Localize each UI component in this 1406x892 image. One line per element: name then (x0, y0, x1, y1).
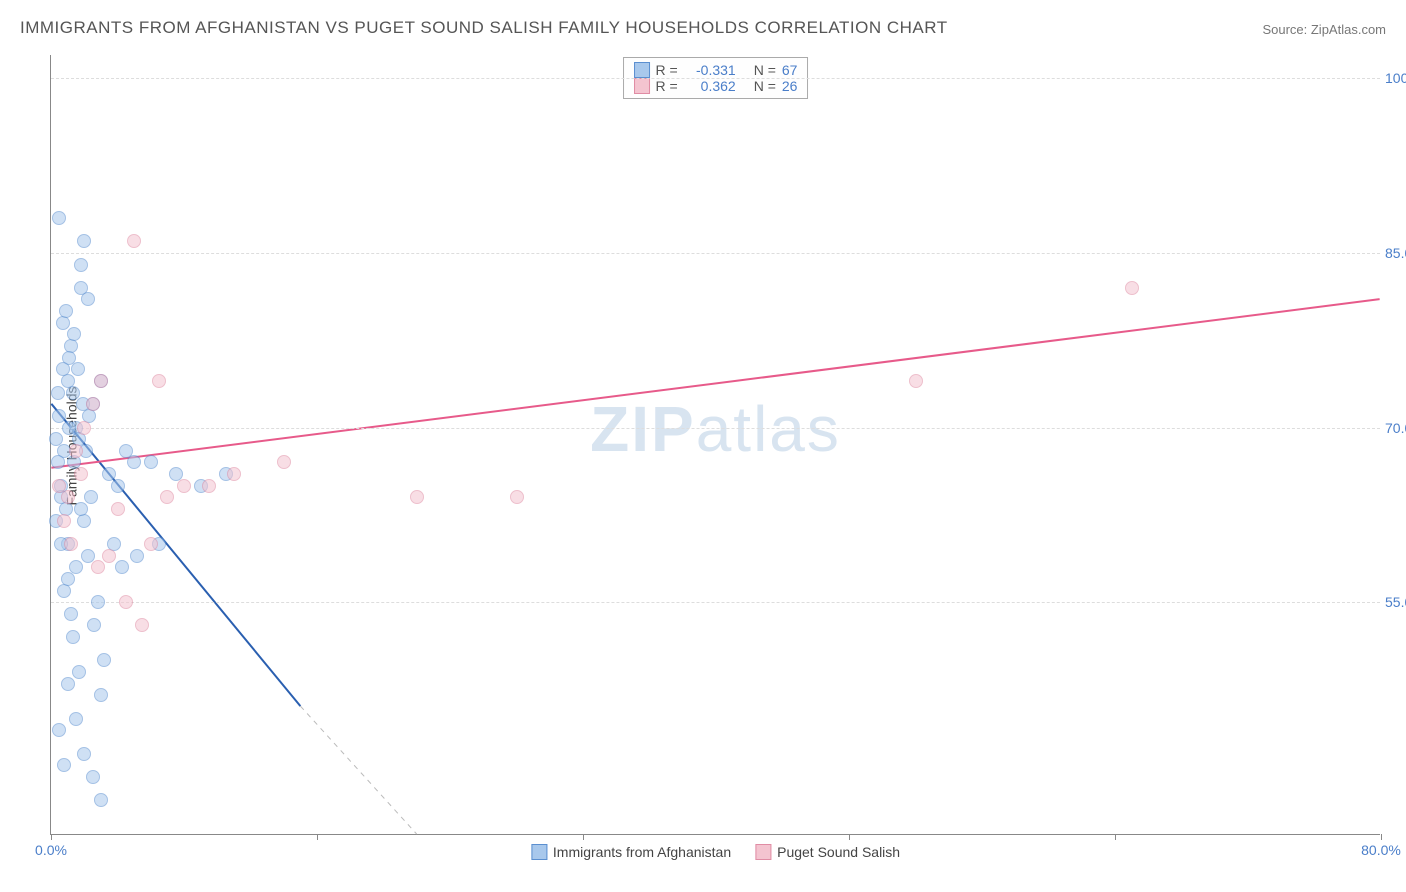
data-point (77, 234, 91, 248)
data-point (81, 549, 95, 563)
x-tick-mark (51, 834, 52, 840)
source-label: Source: ZipAtlas.com (1262, 22, 1386, 37)
data-point (62, 421, 76, 435)
data-point (130, 549, 144, 563)
legend-swatch (755, 844, 771, 860)
data-point (72, 665, 86, 679)
data-point (144, 537, 158, 551)
data-point (84, 490, 98, 504)
watermark: ZIPatlas (590, 392, 841, 466)
data-point (77, 421, 91, 435)
data-point (77, 747, 91, 761)
data-point (227, 467, 241, 481)
x-tick-mark (849, 834, 850, 840)
chart-title: IMMIGRANTS FROM AFGHANISTAN VS PUGET SOU… (20, 18, 948, 38)
data-point (111, 502, 125, 516)
x-tick-mark (1115, 834, 1116, 840)
data-point (152, 374, 166, 388)
legend-series: Immigrants from Afghanistan Puget Sound S… (531, 844, 900, 860)
data-point (52, 409, 66, 423)
data-point (61, 490, 75, 504)
data-point (510, 490, 524, 504)
x-tick-mark (583, 834, 584, 840)
legend-item: Immigrants from Afghanistan (531, 844, 731, 860)
y-tick-label: 100.0% (1385, 70, 1406, 86)
x-tick-label: 0.0% (35, 842, 67, 858)
legend-swatch (634, 78, 650, 94)
legend-item: Puget Sound Salish (755, 844, 900, 860)
y-tick-label: 55.0% (1385, 594, 1406, 610)
data-point (135, 618, 149, 632)
gridline-h (51, 253, 1380, 254)
data-point (66, 386, 80, 400)
data-point (64, 607, 78, 621)
x-tick-mark (1381, 834, 1382, 840)
data-point (94, 374, 108, 388)
data-point (277, 455, 291, 469)
data-point (52, 723, 66, 737)
data-point (69, 712, 83, 726)
data-point (127, 455, 141, 469)
trend-lines (51, 55, 1380, 834)
data-point (74, 258, 88, 272)
data-point (52, 211, 66, 225)
data-point (115, 560, 129, 574)
plot-area: ZIPatlas R =-0.331N =67R =0.362N =26 Imm… (50, 55, 1380, 835)
data-point (97, 653, 111, 667)
data-point (91, 560, 105, 574)
gridline-h (51, 602, 1380, 603)
data-point (202, 479, 216, 493)
data-point (61, 572, 75, 586)
data-point (94, 688, 108, 702)
data-point (74, 502, 88, 516)
data-point (86, 770, 100, 784)
legend-row: R =0.362N =26 (634, 78, 798, 94)
data-point (61, 677, 75, 691)
data-point (67, 327, 81, 341)
data-point (160, 490, 174, 504)
legend-swatch (531, 844, 547, 860)
data-point (909, 374, 923, 388)
data-point (56, 362, 70, 376)
data-point (69, 444, 83, 458)
data-point (177, 479, 191, 493)
x-tick-mark (317, 834, 318, 840)
legend-row: R =-0.331N =67 (634, 62, 798, 78)
data-point (91, 595, 105, 609)
data-point (86, 397, 100, 411)
data-point (127, 234, 141, 248)
chart-container: IMMIGRANTS FROM AFGHANISTAN VS PUGET SOU… (0, 0, 1406, 892)
data-point (59, 304, 73, 318)
legend-swatch (634, 62, 650, 78)
y-tick-label: 70.0% (1385, 420, 1406, 436)
data-point (81, 292, 95, 306)
data-point (111, 479, 125, 493)
data-point (410, 490, 424, 504)
data-point (74, 467, 88, 481)
x-tick-label: 80.0% (1361, 842, 1401, 858)
data-point (66, 630, 80, 644)
data-point (144, 455, 158, 469)
data-point (71, 362, 85, 376)
data-point (57, 514, 71, 528)
gridline-h (51, 78, 1380, 79)
data-point (51, 455, 65, 469)
data-point (51, 386, 65, 400)
data-point (64, 537, 78, 551)
data-point (102, 549, 116, 563)
data-point (94, 793, 108, 807)
gridline-h (51, 428, 1380, 429)
data-point (87, 618, 101, 632)
y-tick-label: 85.0% (1385, 245, 1406, 261)
data-point (57, 758, 71, 772)
data-point (1125, 281, 1139, 295)
data-point (119, 595, 133, 609)
